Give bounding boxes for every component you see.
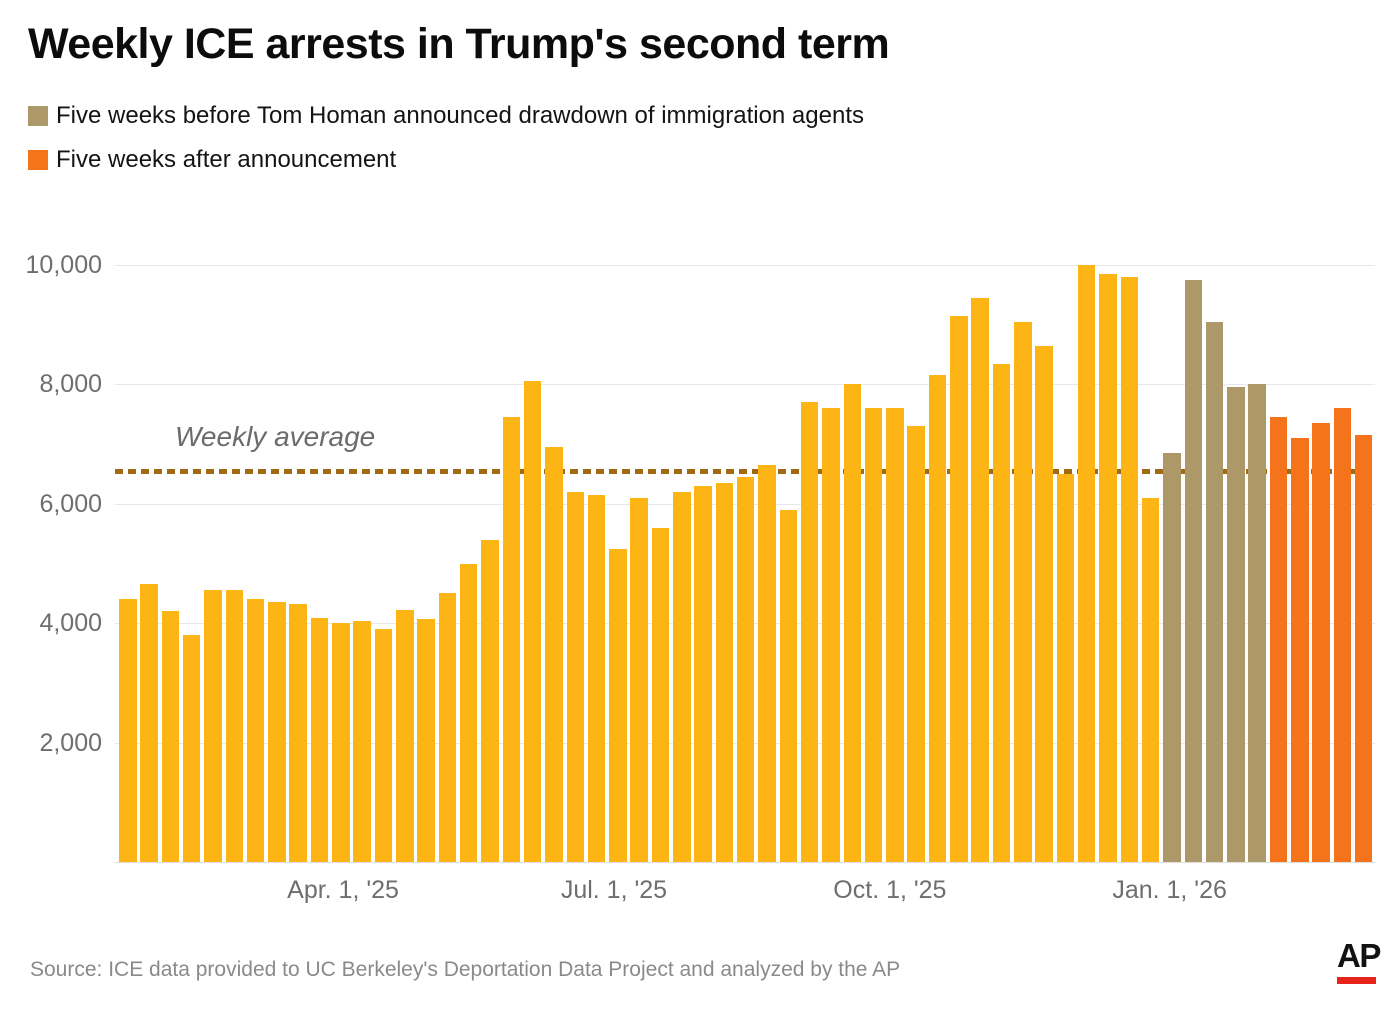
bar-week-10-regular: [310, 618, 329, 862]
bar-week-34-regular: [822, 408, 840, 862]
bar-week-16-regular: [438, 593, 457, 862]
x-axis-tick-label: Jan. 1, '26: [1112, 876, 1227, 904]
bar-week-24-regular: [609, 548, 627, 862]
bar-week-55-after: [1269, 417, 1288, 862]
bar-week-17-regular: [459, 563, 478, 862]
bar-week-1-regular: [119, 599, 137, 862]
y-axis-tick-label: 6,000: [39, 489, 102, 518]
bar-week-40-regular: [950, 315, 968, 862]
bar-week-57-after: [1312, 423, 1330, 862]
bar-week-58-after: [1333, 408, 1352, 862]
bar-week-41-regular: [971, 297, 989, 862]
page-title: Weekly ICE arrests in Trump's second ter…: [28, 20, 890, 68]
bar-week-47-regular: [1099, 273, 1117, 862]
x-axis-baseline: [115, 862, 1375, 863]
bar-week-23-regular: [587, 494, 606, 862]
bar-week-35-regular: [843, 384, 862, 862]
bar-week-8-regular: [268, 602, 286, 862]
bar-week-45-regular: [1056, 473, 1075, 862]
bar-week-43-regular: [1014, 321, 1032, 862]
bar-week-44-regular: [1035, 345, 1053, 862]
bar-week-31-regular: [758, 465, 776, 862]
bar-week-26-regular: [651, 527, 670, 862]
y-axis-tick-label: 10,000: [25, 251, 102, 279]
x-axis-tick-label: Jul. 1, '25: [560, 876, 668, 904]
bar-week-42-regular: [992, 363, 1011, 862]
gridline-8000: [115, 384, 1375, 386]
bar-week-28-regular: [694, 485, 712, 862]
legend-item-after: Five weeks after announcement: [28, 147, 396, 173]
bar-week-2-regular: [140, 584, 158, 862]
legend-item-before: Five weeks before Tom Homan announced dr…: [28, 103, 864, 129]
y-axis-tick-label: 2,000: [39, 728, 102, 757]
weekly-average-line: [115, 469, 1375, 475]
bar-week-38-regular: [907, 426, 925, 862]
y-axis-tick-label: 4,000: [39, 609, 102, 638]
bar-week-29-regular: [715, 482, 734, 862]
bar-week-36-regular: [864, 408, 883, 862]
bar-week-15-regular: [417, 619, 435, 862]
bar-week-50-before: [1163, 453, 1181, 862]
bar-week-20-regular: [523, 381, 542, 862]
legend-swatch-before: [28, 106, 48, 126]
legend-swatch-after: [28, 150, 48, 170]
bar-week-11-regular: [332, 623, 350, 862]
bar-week-53-before: [1227, 387, 1245, 862]
source-attribution: Source: ICE data provided to UC Berkeley…: [30, 958, 901, 981]
bar-week-48-regular: [1120, 276, 1139, 862]
bar-chart-plot-area: Weekly average 2,000 4,000 6,000 8,000 10,00…: [26, 251, 1375, 904]
legend-label-after: Five weeks after announcement: [56, 146, 397, 173]
bar-week-33-regular: [800, 402, 819, 862]
bar-week-32-regular: [779, 509, 798, 862]
y-axis-tick-label: 8,000: [39, 370, 102, 399]
bar-week-22-regular: [566, 491, 584, 862]
bar-week-6-regular: [225, 590, 244, 862]
bar-week-37-regular: [886, 408, 904, 862]
bar-week-9-regular: [289, 603, 307, 862]
bar-week-27-regular: [673, 491, 691, 862]
bar-week-39-regular: [928, 375, 947, 862]
legend-label-before: Five weeks before Tom Homan announced dr…: [56, 102, 864, 129]
bar-week-30-regular: [736, 476, 755, 862]
gridline-10000: [115, 265, 1375, 266]
x-axis-tick-label: Oct. 1, '25: [833, 876, 947, 904]
bar-week-54-before: [1248, 384, 1266, 862]
bar-week-52-before: [1205, 321, 1224, 862]
bar-week-14-regular: [396, 610, 414, 862]
bar-week-49-regular: [1141, 497, 1160, 862]
ap-logo-text: AP: [1337, 937, 1381, 974]
bar-week-19-regular: [502, 417, 521, 862]
bar-week-12-regular: [353, 621, 371, 862]
bar-week-51-before: [1184, 279, 1202, 862]
bar-week-46-regular: [1077, 265, 1096, 862]
bar-week-59-after: [1354, 435, 1373, 862]
bar-week-7-regular: [246, 599, 265, 862]
bar-week-25-regular: [630, 497, 648, 862]
bar-week-18-regular: [481, 539, 499, 862]
ap-logo-red-bar: [1337, 977, 1376, 984]
bar-week-13-regular: [374, 629, 393, 862]
weekly-average-label: Weekly average: [175, 421, 376, 453]
bar-week-56-after: [1291, 438, 1309, 862]
x-axis-tick-label: Apr. 1, '25: [287, 876, 399, 904]
bar-week-3-regular: [161, 611, 180, 862]
bar-week-5-regular: [204, 590, 222, 862]
bar-week-21-regular: [545, 447, 563, 862]
bar-week-4-regular: [182, 635, 201, 862]
ap-logo: AP: [1337, 937, 1381, 984]
